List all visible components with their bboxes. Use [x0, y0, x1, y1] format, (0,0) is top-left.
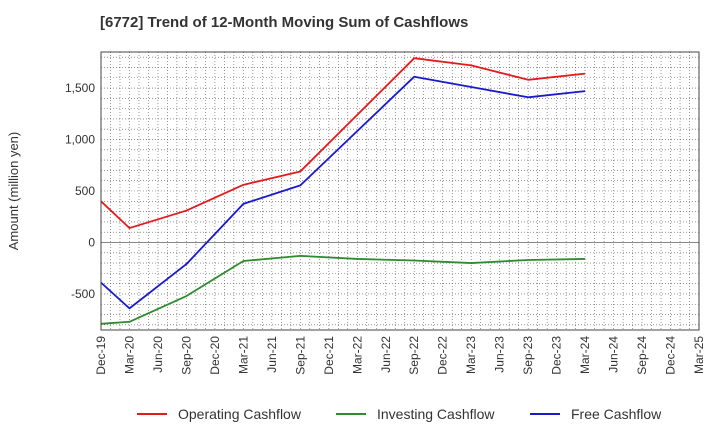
- legend-label: Free Cashflow: [571, 406, 662, 422]
- x-tick-label: Sep-22: [407, 336, 421, 375]
- y-tick-label: 0: [88, 235, 95, 249]
- legend-label: Operating Cashflow: [178, 406, 302, 422]
- y-tick-label: 500: [75, 184, 95, 198]
- plot-border: [100, 51, 700, 331]
- series-line-free-cashflow: [100, 75, 586, 310]
- x-tick-label: Dec-22: [436, 336, 450, 375]
- x-tick-label: Mar-20: [122, 336, 136, 374]
- series-line-operating-cashflow: [100, 57, 586, 229]
- x-tick-label: Dec-21: [322, 336, 336, 375]
- x-tick-label: Jun-22: [379, 336, 393, 373]
- x-tick-label: Mar-25: [692, 336, 706, 374]
- series-line-investing-cashflow: [100, 254, 586, 325]
- series-layer: [100, 57, 586, 325]
- x-tick-label: Mar-22: [350, 336, 364, 374]
- x-tick-label: Sep-23: [521, 336, 535, 375]
- chart-title: [6772] Trend of 12-Month Moving Sum of C…: [100, 14, 469, 31]
- y-axis-label: Amount (million yen): [6, 132, 21, 251]
- legend-item: Operating Cashflow: [137, 406, 302, 422]
- y-tick-label: 1,000: [65, 133, 95, 147]
- grid-layer: [100, 52, 700, 330]
- x-tick-label: Mar-21: [236, 336, 250, 374]
- x-tick-label: Dec-19: [94, 336, 108, 375]
- x-tick-label: Mar-24: [578, 336, 592, 374]
- axis-layer: -500 0 500 1,000 1,500 Dec-19 Mar-20 Jun-20 Sep-…: [65, 51, 706, 375]
- x-tick-label: Jun-21: [265, 336, 279, 373]
- y-tick-label: -500: [71, 287, 95, 301]
- x-tick-label: Jun-20: [151, 336, 165, 373]
- y-tick-label: 1,500: [65, 81, 95, 95]
- x-tick-label: Dec-20: [208, 336, 222, 375]
- x-tick-label: Sep-21: [293, 336, 307, 375]
- x-tick-label: Jun-23: [493, 336, 507, 373]
- x-tick-label: Mar-23: [464, 336, 478, 374]
- legend-label: Investing Cashflow: [377, 406, 495, 422]
- x-tick-label: Dec-24: [664, 336, 678, 375]
- plot-area: [101, 52, 699, 330]
- legend: Operating Cashflow Investing Cashflow Free…: [137, 406, 662, 422]
- x-tick-label: Dec-23: [550, 336, 564, 375]
- legend-item: Investing Cashflow: [336, 406, 495, 422]
- x-tick-label: Sep-24: [635, 336, 649, 375]
- legend-item: Free Cashflow: [530, 406, 662, 422]
- x-tick-label: Sep-20: [179, 336, 193, 375]
- x-tick-label: Jun-24: [607, 336, 621, 373]
